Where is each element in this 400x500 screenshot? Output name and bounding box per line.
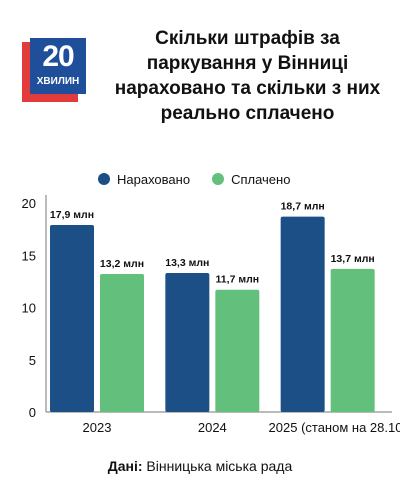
bar-paid [100,274,144,412]
bar-paid [330,268,375,412]
bar-value-label: 18,7 млн [281,201,325,213]
logo: 20 ХВИЛИН [22,38,86,102]
bar-value-label: 11,7 млн [216,274,260,286]
title-line: паркування у Вінниці [146,53,349,74]
bar-paid [215,289,260,412]
legend-swatch-paid [212,173,225,185]
legend-item-accrued: Нараховано [98,172,190,187]
chart-legend: Нараховано Сплачено [98,170,304,188]
data-source: Дані: Вінницька міська рада [0,458,400,474]
bar-value-label: 17,9 млн [50,209,94,221]
bar-value-label: 13,7 млн [331,253,375,265]
bar-value-label: 13,3 млн [165,257,209,269]
title-line: нараховано та скільки з них [114,78,381,99]
y-tick-label: 15 [22,248,36,263]
title-line: реально сплачено [160,103,335,124]
y-tick-label: 5 [29,353,36,368]
source-text: Вінницька міська рада [146,458,293,474]
y-tick-label: 0 [29,405,36,420]
logo-red-stripe-bottom [22,92,78,102]
bar-accrued [165,273,210,412]
legend-label-accrued: Нараховано [117,171,191,187]
bar-chart: 0 5 10 15 20 17,9 млн 13,2 млн 2023 13,3 млн 11,7… [22,195,400,435]
legend-item-paid: Сплачено [212,172,290,187]
bar-value-label: 13,2 млн [100,258,144,270]
logo-number: 20 [42,40,74,73]
logo-red-stripe [22,42,32,102]
y-tick-label: 10 [22,301,36,316]
legend-swatch-accrued [98,173,110,185]
logo-word: ХВИЛИН [36,76,80,87]
x-tick-label: 2023 [83,420,112,435]
title-line: Скільки штрафів за [155,28,340,49]
source-label: Дані: [107,458,143,474]
x-tick-label: 2024 [198,420,227,435]
legend-label-paid: Сплачено [231,171,291,187]
y-tick-label: 20 [22,196,36,211]
bar-accrued [50,224,94,412]
bar-accrued [280,216,325,412]
x-tick-label: 2025 (станом на 28.10) [269,420,400,435]
logo-background [30,38,86,94]
chart-title: Скільки штрафів за паркування у Вінниці … [110,26,385,126]
